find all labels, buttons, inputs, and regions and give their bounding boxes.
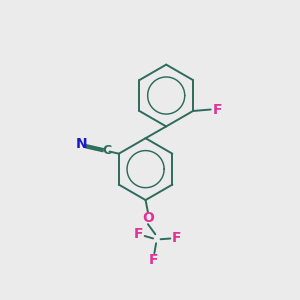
Text: F: F (212, 103, 222, 116)
Text: F: F (134, 227, 143, 241)
Text: O: O (142, 211, 154, 225)
Text: N: N (76, 136, 87, 151)
Text: F: F (172, 231, 182, 245)
Text: C: C (102, 144, 111, 158)
Text: F: F (148, 253, 158, 266)
